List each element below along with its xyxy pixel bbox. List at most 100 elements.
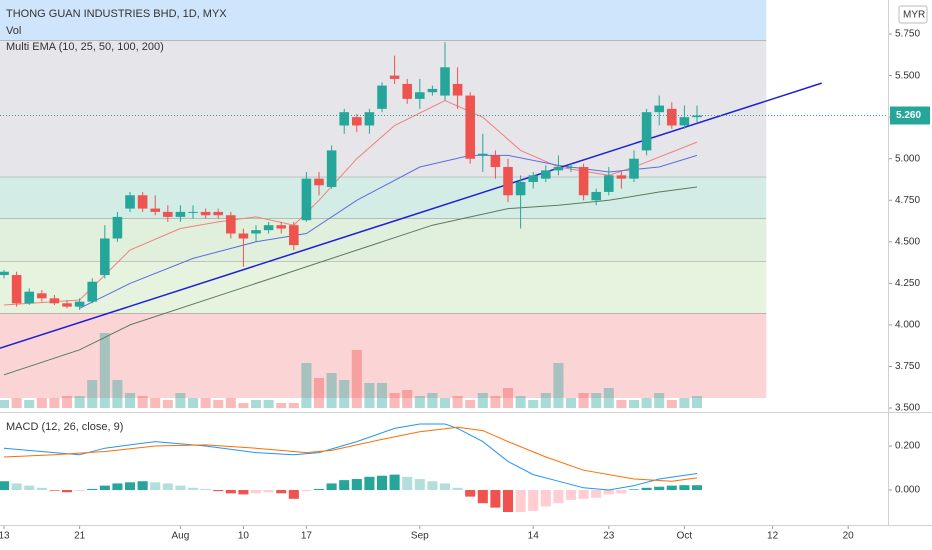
candle-body (402, 83, 412, 99)
volume-bar (402, 390, 413, 408)
candle-body (100, 238, 110, 276)
candle-body (692, 115, 702, 118)
currency-box (898, 5, 928, 24)
histogram-bar (213, 490, 224, 492)
candle-body (213, 211, 224, 216)
histogram-bar (502, 490, 514, 513)
volume-bar (276, 403, 287, 408)
candle-body (591, 191, 601, 201)
volume-label: Vol (6, 25, 21, 37)
volume-bar (11, 398, 22, 408)
histogram-bar (137, 481, 148, 491)
volume-bar (74, 396, 85, 408)
candle-body (578, 167, 589, 196)
histogram-bar (250, 490, 262, 494)
histogram-bar (465, 490, 476, 497)
volume-bar (225, 398, 236, 408)
volume-bar (137, 396, 148, 408)
volume-bar (679, 398, 690, 408)
histogram-bar (87, 488, 98, 491)
histogram-bar (276, 490, 287, 494)
candle-body (289, 225, 299, 246)
candle-body (74, 301, 85, 307)
candle-body (276, 225, 287, 229)
price-zone (0, 176, 767, 219)
candle-body (37, 293, 47, 299)
candle-body (616, 175, 627, 179)
candle-body (566, 167, 576, 169)
candle-body (200, 211, 211, 216)
candle-body (24, 291, 35, 304)
histogram-bar (414, 479, 425, 491)
volume-bar (351, 350, 362, 408)
y-tick-label: 4.500 (895, 236, 920, 247)
histogram-bar (364, 476, 375, 491)
x-tick-label: 21 (74, 531, 86, 542)
x-tick-label: 17 (301, 531, 313, 542)
histogram-bar (691, 485, 703, 491)
candle-body (553, 167, 564, 171)
histogram-bar (238, 490, 249, 495)
y-tick-label: 5.500 (895, 70, 920, 81)
histogram-bar (162, 483, 173, 491)
ema-line (3, 99, 698, 306)
candle-body (490, 155, 501, 168)
volume-bar (540, 393, 551, 408)
histogram-bar (150, 482, 161, 491)
last-price-box (890, 106, 930, 125)
histogram-bar (74, 490, 85, 492)
x-tick-label: 20 (843, 531, 855, 542)
candle-body (427, 88, 438, 93)
volume-bar (691, 396, 703, 408)
volume-bar (565, 398, 577, 408)
volume-bar (61, 396, 73, 408)
volume-bar (213, 400, 224, 408)
histogram-bar (490, 490, 501, 508)
last-price-label: 5.260 (896, 110, 921, 121)
volume-bar (162, 400, 173, 408)
histogram-bar (628, 489, 640, 491)
candle-body (364, 112, 375, 126)
candle-body (175, 211, 186, 217)
volume-bar (124, 393, 136, 408)
currency-label: MYR (903, 10, 925, 21)
volume-bar (238, 403, 249, 408)
chart-title: THONG GUAN INDUSTRIES BHD, 1D, MYX (6, 8, 227, 20)
candle-body (654, 105, 664, 113)
volume-bar (24, 400, 35, 408)
candle-body (163, 211, 173, 217)
volume-bar (502, 388, 514, 408)
volume-bar (187, 398, 199, 408)
histogram-bar (339, 480, 350, 491)
candle-body (415, 92, 425, 99)
candle-body (62, 303, 72, 307)
histogram-bar (326, 483, 337, 491)
candle-body (528, 175, 538, 182)
volume-bar (389, 393, 400, 408)
histogram-bar (452, 487, 463, 491)
candle-body (326, 150, 337, 187)
volume-bar (427, 393, 438, 408)
candle-body (452, 83, 463, 96)
candle-body (478, 153, 488, 156)
volume-bar (339, 380, 350, 408)
ema-line (3, 186, 698, 376)
candle-body (112, 216, 123, 239)
price-zone (0, 218, 767, 262)
histogram-bar (666, 485, 677, 491)
macd-line (3, 426, 698, 482)
histogram-bar (654, 486, 665, 491)
volume-bar (175, 393, 186, 408)
histogram-bar (99, 485, 110, 491)
x-tick-label: 14 (528, 531, 540, 542)
candle-body (515, 181, 526, 196)
x-tick-label: 12 (767, 531, 779, 542)
histogram-bar (36, 487, 47, 491)
candle-body (263, 225, 274, 231)
histogram-bar (389, 474, 400, 491)
y-tick-label: 4.250 (895, 278, 920, 289)
histogram-bar (439, 483, 451, 491)
histogram-bar (528, 490, 539, 511)
candle-body (125, 195, 135, 209)
